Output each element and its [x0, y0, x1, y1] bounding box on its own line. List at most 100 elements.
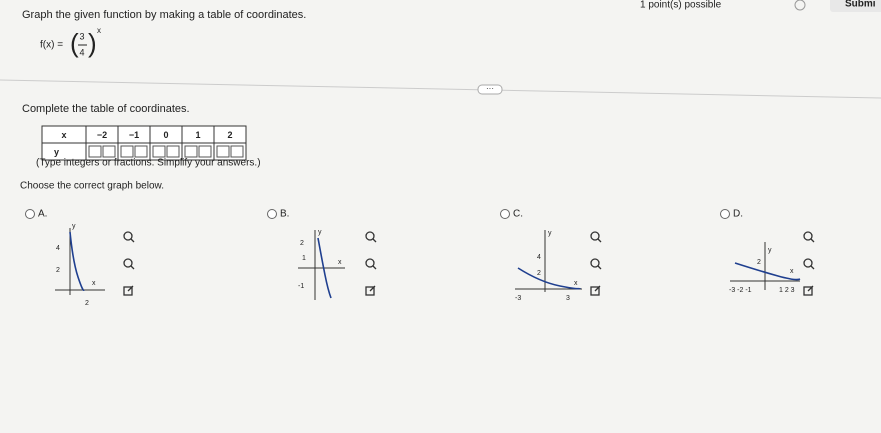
answer-input[interactable] [102, 145, 116, 158]
graph-label: x [790, 268, 794, 275]
lens[interactable] [803, 258, 813, 268]
help-icon[interactable] [794, 0, 806, 11]
row-label: y [54, 147, 59, 157]
submit-label[interactable]: Submi [845, 0, 876, 10]
handle[interactable] [130, 265, 135, 270]
lens[interactable] [590, 231, 600, 241]
answer-input[interactable] [198, 145, 212, 158]
lens[interactable] [590, 258, 600, 268]
lens[interactable] [803, 231, 813, 241]
option-letter[interactable]: A. [38, 209, 47, 220]
graph-label: x [92, 280, 96, 287]
zoom-out-icon[interactable] [365, 258, 377, 270]
answer-input[interactable] [184, 145, 198, 158]
graph-label: 2 [757, 259, 761, 266]
graph-label: x [338, 259, 342, 266]
submit-button[interactable] [830, 0, 881, 12]
arrow[interactable] [594, 285, 601, 292]
open-new-icon[interactable] [365, 285, 376, 296]
radio[interactable] [500, 209, 510, 219]
answer-input[interactable] [216, 145, 230, 158]
numerator: 3 [79, 31, 84, 41]
open-new-icon[interactable] [803, 285, 814, 296]
denominator: 4 [79, 47, 84, 57]
choice-prompt: Choose the correct graph below. [20, 181, 164, 192]
expand-dots[interactable]: ··· [486, 84, 494, 93]
graph-label: 4 [56, 245, 60, 252]
paren: ) [88, 28, 97, 58]
box[interactable] [365, 286, 375, 296]
option-letter[interactable]: D. [733, 209, 743, 220]
handle[interactable] [810, 265, 815, 270]
radio[interactable] [267, 209, 277, 219]
zoom-out-icon[interactable] [590, 258, 602, 270]
lens[interactable] [365, 231, 375, 241]
answer-input[interactable] [134, 145, 148, 158]
zoom-in-icon[interactable] [590, 231, 602, 243]
table-instruction: Complete the table of coordinates. [22, 103, 190, 115]
arrow[interactable] [807, 285, 814, 292]
radio[interactable] [720, 209, 730, 219]
arrow[interactable] [127, 285, 134, 292]
header-text: −2 [97, 130, 107, 140]
graph-label: 2 [537, 270, 541, 277]
answer-input[interactable] [88, 145, 102, 158]
graph-label: -1 [298, 283, 304, 290]
arrow[interactable] [369, 285, 376, 292]
handle[interactable] [597, 265, 602, 270]
option-letter[interactable]: B. [280, 209, 289, 220]
handle[interactable] [372, 238, 377, 243]
graph-label: y [72, 223, 76, 230]
separator [0, 79, 881, 99]
graph-label: y [318, 229, 322, 236]
header-text: 0 [163, 130, 168, 140]
graph-label: x [574, 280, 578, 287]
header-text: 2 [227, 130, 232, 140]
graph-label: 3 [566, 295, 570, 302]
curve [734, 262, 801, 281]
answer-input[interactable] [166, 145, 180, 158]
graph-label: -3 -2 -1 [729, 287, 752, 294]
header-text: x [61, 130, 66, 140]
answer-input[interactable] [120, 145, 134, 158]
answer-input[interactable] [230, 145, 244, 158]
zoom-out-icon[interactable] [123, 258, 135, 270]
header-text: 1 [195, 130, 200, 140]
graph-label: 2 [56, 267, 60, 274]
graph-label: -3 [515, 295, 521, 302]
lens[interactable] [123, 231, 133, 241]
header-text: −1 [129, 130, 139, 140]
box[interactable] [123, 286, 133, 296]
graph-label: 4 [537, 254, 541, 261]
open-new-icon[interactable] [123, 285, 134, 296]
curve [317, 237, 332, 299]
lens[interactable] [365, 258, 375, 268]
option-letter[interactable]: C. [513, 209, 523, 220]
zoom-in-icon[interactable] [803, 231, 815, 243]
box[interactable] [590, 286, 600, 296]
coordinate-table: xy −2 −1 0 1 2 [41, 125, 247, 161]
zoom-in-icon[interactable] [123, 231, 135, 243]
graph-label: 1 2 3 [779, 287, 795, 294]
zoom-in-icon[interactable] [365, 231, 377, 243]
expand-handle[interactable] [477, 84, 503, 95]
zoom-out-icon[interactable] [803, 258, 815, 270]
graph-label: 2 [300, 240, 304, 247]
lens[interactable] [123, 258, 133, 268]
graph-label: y [768, 247, 772, 254]
prompt: Graph the given function by making a tab… [22, 9, 306, 21]
handle[interactable] [597, 238, 602, 243]
graph-label: 1 [302, 255, 306, 262]
handle[interactable] [130, 238, 135, 243]
radio[interactable] [25, 209, 35, 219]
curve [517, 267, 581, 290]
paren: ( [70, 28, 79, 58]
answer-input[interactable] [152, 145, 166, 158]
open-new-icon[interactable] [590, 285, 601, 296]
exponent: x [97, 26, 101, 35]
handle[interactable] [810, 238, 815, 243]
box[interactable] [803, 286, 813, 296]
handle[interactable] [372, 265, 377, 270]
